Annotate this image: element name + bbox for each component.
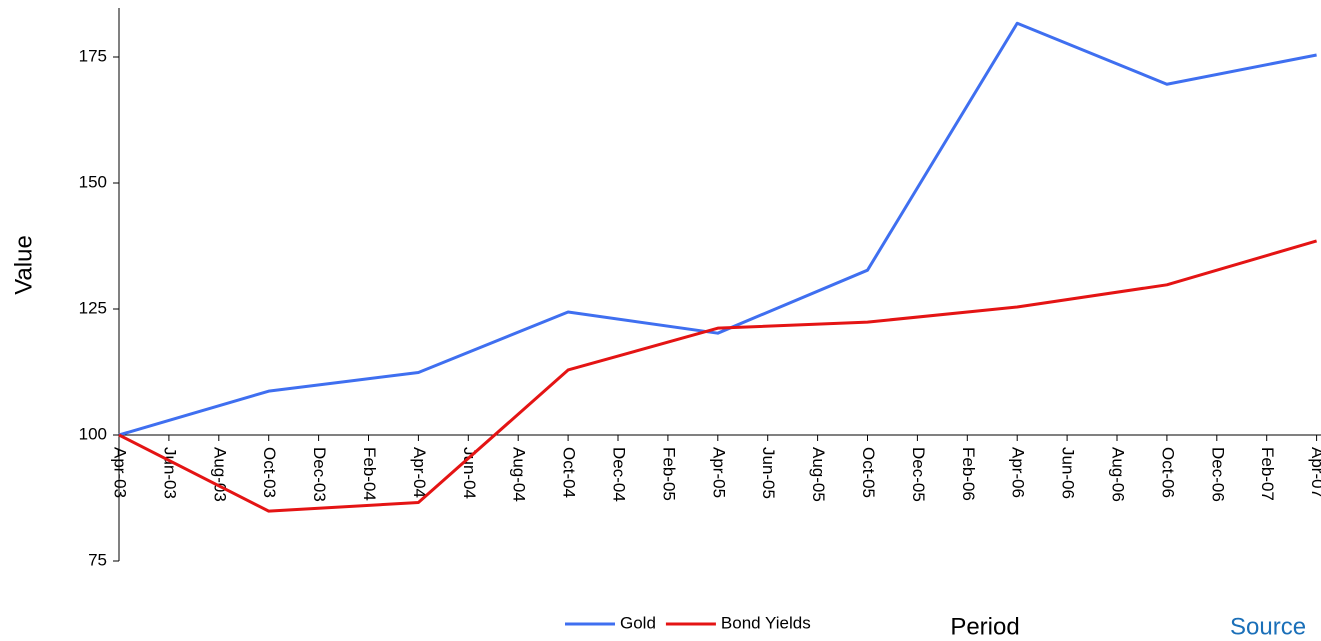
x-tick-label: Aug-04 bbox=[510, 447, 529, 502]
x-tick-label: Oct-04 bbox=[560, 447, 579, 498]
x-tick-label: Feb-05 bbox=[659, 447, 678, 501]
series-line bbox=[118, 239, 1318, 513]
x-tick-label: Oct-05 bbox=[859, 447, 878, 498]
series-line bbox=[118, 21, 1317, 437]
x-tick-label: Apr-06 bbox=[1009, 447, 1028, 498]
x-tick-label: Jun-04 bbox=[460, 447, 479, 499]
x-tick-label: Aug-06 bbox=[1109, 447, 1128, 502]
x-tick-label: Jun-05 bbox=[759, 447, 778, 499]
x-axis-label: Period bbox=[950, 613, 1019, 640]
y-tick-label: 150 bbox=[79, 172, 107, 191]
x-tick-label: Oct-03 bbox=[260, 447, 279, 498]
x-tick-label: Aug-05 bbox=[809, 447, 828, 502]
legend-label: Gold bbox=[620, 613, 656, 632]
x-tick-label: Dec-05 bbox=[909, 447, 928, 502]
y-tick-label: 100 bbox=[79, 424, 107, 443]
x-tick-label: Feb-06 bbox=[959, 447, 978, 501]
x-tick-label: Aug-03 bbox=[210, 447, 229, 502]
x-tick-label: Jun-03 bbox=[160, 447, 179, 499]
y-tick-label: 75 bbox=[88, 550, 107, 569]
annotation: Source bbox=[1230, 613, 1306, 640]
x-tick-label: Oct-06 bbox=[1158, 447, 1177, 498]
x-tick-label: Apr-07 bbox=[1308, 447, 1321, 498]
x-tick-label: Apr-04 bbox=[410, 447, 429, 498]
x-tick-label: Apr-03 bbox=[111, 447, 130, 498]
x-tick-label: Dec-04 bbox=[610, 447, 629, 502]
y-tick-label: 125 bbox=[79, 298, 107, 317]
x-tick-label: Jun-06 bbox=[1059, 447, 1078, 499]
legend-label: Bond Yields bbox=[721, 613, 811, 632]
x-tick-label: Feb-04 bbox=[360, 447, 379, 501]
y-tick-label: 175 bbox=[79, 46, 107, 65]
y-axis-label: Value bbox=[10, 235, 37, 295]
x-tick-label: Feb-07 bbox=[1258, 447, 1277, 501]
x-tick-label: Apr-05 bbox=[709, 447, 728, 498]
x-tick-label: Dec-03 bbox=[310, 447, 329, 502]
x-tick-label: Dec-06 bbox=[1208, 447, 1227, 502]
